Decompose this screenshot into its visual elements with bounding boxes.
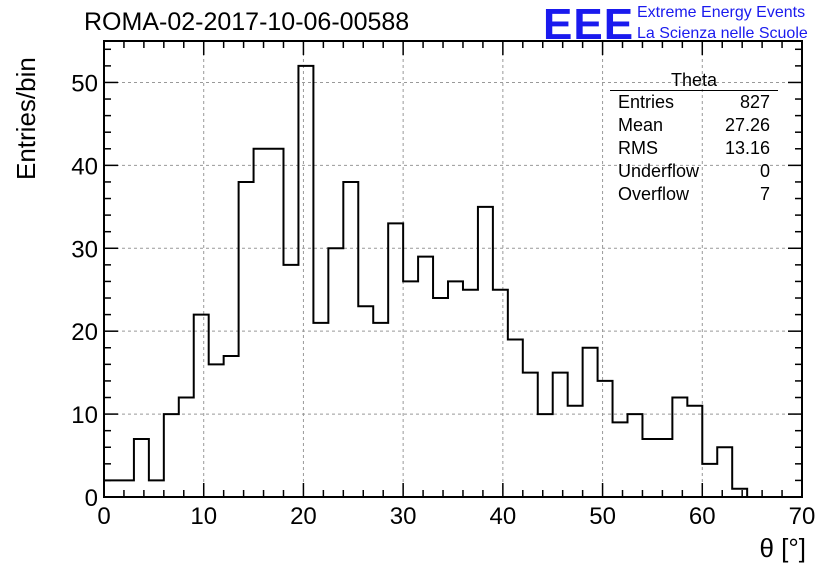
histogram-bin: [657, 439, 672, 497]
histogram-bin: [598, 381, 613, 497]
histogram-bin: [568, 406, 583, 497]
y-tick-label: 50: [71, 70, 98, 97]
stats-value: 13.16: [724, 138, 770, 158]
histogram-bin: [538, 414, 553, 497]
x-tick-label: 40: [490, 503, 517, 530]
y-tick-label: 20: [71, 319, 98, 346]
histogram-bin: [134, 439, 149, 497]
stats-value: 827: [739, 92, 770, 112]
histogram-bin: [687, 406, 702, 497]
histogram-bin: [149, 480, 164, 497]
x-axis-label: θ [°]: [759, 533, 806, 563]
histogram-bin: [209, 364, 224, 497]
stats-value: 27.26: [724, 115, 770, 135]
stats-label: RMS: [618, 138, 658, 158]
stats-row-underflow: Underflow 0: [610, 160, 778, 183]
grid-lines: [104, 41, 802, 497]
x-tick-label: 60: [689, 503, 716, 530]
histogram-bin: [613, 422, 628, 497]
histogram-bin: [672, 398, 687, 497]
histogram-bin: [628, 414, 643, 497]
plot-frame: [103, 40, 803, 498]
stats-box: Theta Entries 827 Mean 27.26 RMS 13.16 U…: [610, 70, 778, 206]
stats-title: Theta: [610, 70, 778, 91]
histogram-bin: [418, 257, 433, 497]
y-tick-label: 40: [71, 153, 98, 180]
histogram-bin: [254, 149, 269, 497]
y-tick-label: 10: [71, 402, 98, 429]
y-axis-label: Entries/bin: [11, 57, 41, 180]
histogram-bin: [313, 323, 328, 497]
histogram-bin: [642, 439, 657, 497]
histogram-bin: [119, 480, 134, 497]
stats-row-overflow: Overflow 7: [610, 183, 778, 206]
histogram-bin: [373, 323, 388, 497]
histogram-bin: [508, 339, 523, 497]
histogram-bin: [164, 414, 179, 497]
histogram-bin: [283, 265, 298, 497]
x-tick-label: 20: [290, 503, 317, 530]
histogram-bin: [343, 182, 358, 497]
histogram-bin: [358, 306, 373, 497]
axis-ticks: [103, 41, 803, 498]
histogram-bin: [478, 207, 493, 497]
eee-logo: EEE: [543, 0, 635, 49]
histogram-bin: [433, 298, 448, 497]
histogram-bin: [717, 447, 732, 497]
histogram-bin: [179, 398, 194, 497]
histogram-bin: [448, 281, 463, 497]
histogram-bin: [269, 149, 284, 497]
logo-subtitle-2: La Scienza nelle Scuole: [637, 25, 808, 42]
histogram-bin: [104, 480, 119, 497]
histogram-bin: [194, 315, 209, 497]
histogram-bin: [328, 248, 343, 497]
x-tick-label: 50: [589, 503, 616, 530]
x-tick-label: 30: [390, 503, 417, 530]
stats-row-rms: RMS 13.16: [610, 137, 778, 160]
stats-label: Underflow: [618, 161, 700, 181]
stats-label: Overflow: [618, 184, 690, 204]
x-tick-label: 0: [97, 503, 110, 530]
histogram-bin: [553, 373, 568, 497]
stats-label: Entries: [618, 92, 675, 112]
histogram-bin: [298, 66, 313, 497]
y-tick-label: 0: [85, 485, 98, 512]
stats-label: Mean: [618, 115, 664, 135]
histogram-bin: [224, 356, 239, 497]
stats-value: 7: [759, 184, 770, 204]
y-tick-label: 30: [71, 236, 98, 263]
x-tick-label: 70: [789, 503, 816, 530]
stats-row-mean: Mean 27.26: [610, 114, 778, 137]
stats-row-entries: Entries 827: [610, 91, 778, 114]
histogram-bin: [702, 464, 717, 497]
histogram-bin: [523, 373, 538, 497]
x-tick-label: 10: [190, 503, 217, 530]
histogram-bin: [403, 281, 418, 497]
histogram-outline: [104, 64, 763, 498]
logo-subtitle-1: Extreme Energy Events: [637, 4, 806, 21]
histogram-bin: [583, 348, 598, 497]
histogram-bin: [463, 290, 478, 497]
histogram-bin: [388, 223, 403, 497]
histogram-bin: [732, 489, 747, 497]
histogram-bin: [493, 290, 508, 497]
histogram-bin: [239, 182, 254, 497]
run-title: ROMA-02-2017-10-06-00588: [84, 8, 410, 36]
stats-value: 0: [759, 161, 770, 181]
